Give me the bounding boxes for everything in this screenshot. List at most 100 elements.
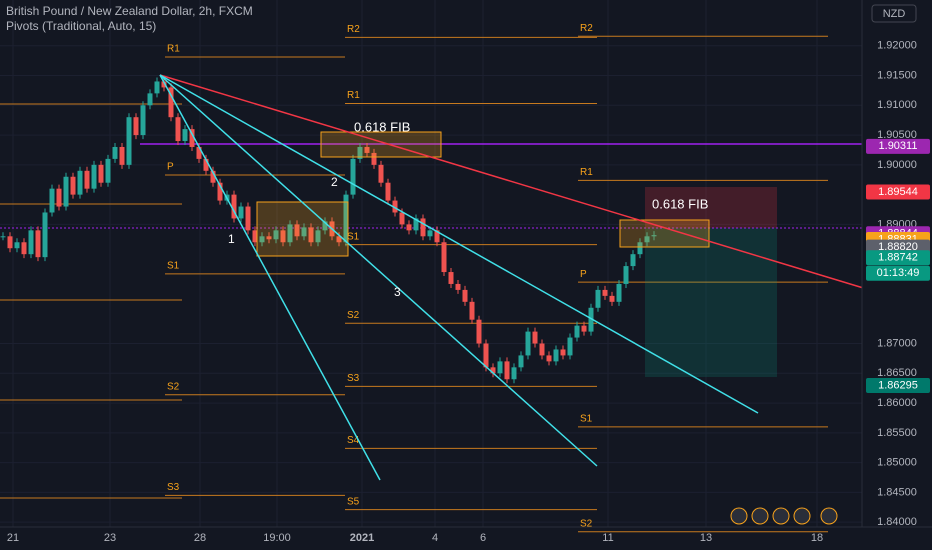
candle [539, 343, 545, 356]
candle [294, 224, 300, 237]
candle [182, 129, 188, 142]
candle [126, 117, 132, 165]
price-tag-label: 1.86295 [878, 379, 918, 391]
pivot-label: P [580, 269, 587, 280]
candle [553, 349, 559, 362]
candle [476, 319, 482, 344]
y-tick-label: 1.91500 [877, 69, 917, 81]
x-tick-label: 4 [432, 532, 438, 544]
candle [105, 158, 111, 183]
candle [35, 230, 41, 258]
price-tag-label: 1.89544 [878, 186, 918, 198]
candle [112, 146, 118, 159]
pivots: R1 P S1 S2 S3 R2 R1 S1 S2 S3 S4 S5 R2 R1 P S1 S2 [165, 23, 828, 533]
y-tick-label: 1.90500 [877, 129, 917, 141]
candle [322, 221, 328, 231]
candle [77, 170, 83, 195]
pivot-label: R1 [167, 44, 180, 55]
candle [336, 236, 342, 243]
x-tick-label: 21 [7, 532, 19, 544]
pivot-label: S1 [167, 260, 180, 271]
candle [581, 325, 587, 332]
candle [518, 355, 524, 368]
trend-line [159, 74, 871, 291]
y-tick-label: 1.85500 [877, 427, 917, 439]
price-tag-label: 1.88742 [878, 252, 918, 264]
candle [238, 206, 244, 219]
pivot-lines-prior [0, 103, 182, 499]
currency-button[interactable] [871, 4, 917, 23]
candle [14, 242, 20, 249]
candle [462, 289, 468, 302]
candle [280, 230, 286, 243]
countdown: 01:13:49 [877, 267, 920, 279]
countdown-tag [866, 265, 930, 281]
price-tag-label: 1.90311 [879, 140, 918, 152]
candle [301, 227, 307, 237]
candle [532, 331, 538, 344]
candle [448, 272, 454, 284]
candle [140, 105, 146, 136]
candle [504, 361, 510, 380]
candle [273, 230, 279, 240]
price-tag [866, 250, 930, 266]
candle [189, 129, 195, 147]
pivot-label: S4 [347, 435, 360, 446]
candle [644, 236, 650, 243]
candle [371, 152, 377, 165]
candle [28, 230, 34, 255]
candle [574, 325, 580, 338]
candle [210, 170, 216, 183]
candle [392, 200, 398, 213]
candle [315, 230, 321, 243]
currency[interactable]: NZD [883, 8, 906, 20]
pivot-label: R1 [580, 167, 593, 178]
candle [7, 236, 13, 249]
y-tick-label: 1.85000 [877, 457, 917, 469]
candle [623, 266, 629, 284]
candle [378, 164, 384, 183]
pivot-label: S3 [167, 482, 180, 493]
candle [231, 194, 237, 219]
candles [0, 77, 657, 384]
y-tick-label: 1.86000 [877, 397, 917, 409]
candle [56, 188, 62, 207]
candle [546, 355, 552, 362]
candle [84, 170, 90, 189]
price-tag-label: 1.88820 [878, 241, 918, 253]
y-tick-label: 1.90000 [877, 159, 917, 171]
candle [595, 289, 601, 308]
indicator-label: Pivots (Traditional, Auto, 15) [6, 19, 156, 33]
pivot-label: S2 [580, 518, 593, 529]
candle [469, 301, 475, 320]
reward-zone [645, 228, 777, 377]
annotation: 3 [394, 285, 401, 299]
event-icons [730, 507, 838, 525]
pivot-label: P [167, 162, 174, 173]
candle [651, 235, 657, 237]
candle [287, 224, 293, 243]
candle [490, 367, 496, 374]
candle [637, 242, 643, 255]
x-tick-label: 2021 [350, 532, 374, 544]
candle [133, 117, 139, 136]
candle [196, 146, 202, 159]
pivot-label: R2 [580, 23, 593, 34]
candle [420, 218, 426, 237]
candle [567, 337, 573, 356]
fan-lines [159, 74, 759, 481]
candle [560, 349, 566, 356]
candle [266, 236, 272, 240]
candle [399, 212, 405, 225]
candle [588, 307, 594, 332]
candle [364, 146, 370, 153]
x-tick-label: 19:00 [263, 532, 291, 544]
candle [245, 206, 251, 231]
annotation: 2 [331, 175, 338, 189]
candle [434, 230, 440, 243]
candle [413, 218, 419, 231]
candle [343, 194, 349, 243]
candle [203, 158, 209, 171]
y-tick-label: 1.84000 [877, 516, 917, 528]
candle [168, 87, 174, 118]
